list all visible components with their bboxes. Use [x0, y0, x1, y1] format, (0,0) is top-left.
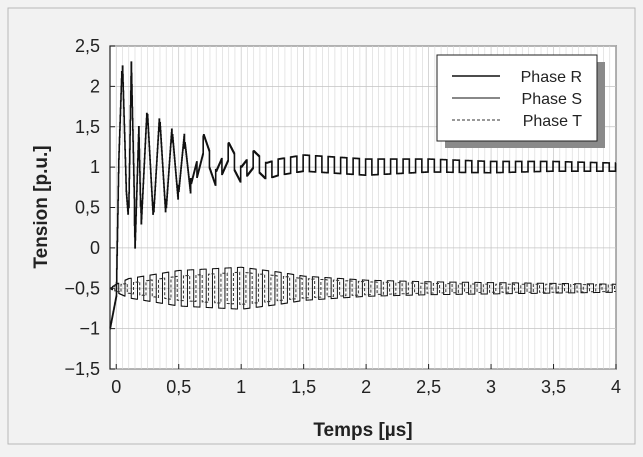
x-tick-label: 0: [111, 377, 121, 397]
series-line-phase-t: [109, 271, 616, 305]
y-tick-label: −0,5: [64, 278, 100, 298]
x-tick-label: 3,5: [541, 377, 566, 397]
y-axis-label: Tension [p.u.]: [31, 145, 52, 268]
y-tick-label: 1,5: [75, 117, 100, 137]
legend: Phase R Phase S Phase T: [436, 54, 605, 148]
legend-label: Phase S: [522, 91, 582, 108]
y-tick-label: 0: [90, 238, 100, 258]
y-tick-label: −1: [79, 319, 100, 339]
figure-frame: [7, 7, 636, 445]
y-tick-label: 2: [90, 76, 100, 96]
y-tick-label: 1: [90, 157, 100, 177]
y-tick-label: −1,5: [64, 359, 100, 379]
legend-label: Phase T: [523, 113, 583, 130]
x-tick-label: 0,5: [166, 377, 191, 397]
series-group: [109, 61, 617, 330]
series-line-phase-r: [109, 61, 617, 330]
x-tick-label: 2,5: [416, 377, 441, 397]
x-tick-label: 1: [236, 377, 246, 397]
y-tick-label: 2,5: [75, 36, 100, 56]
x-tick-label: 3: [486, 377, 496, 397]
y-tick-label: 0,5: [75, 198, 100, 218]
x-tick-label: 2: [361, 377, 371, 397]
x-axis-label: Temps [µs]: [313, 420, 412, 441]
x-tick-label: 4: [611, 377, 621, 397]
x-tick-label: 1,5: [291, 377, 316, 397]
series-line-phase-s: [109, 266, 616, 310]
legend-label: Phase R: [521, 69, 582, 86]
axes: 0 0,5 1 1,5 2 2,5 3 3,5 4 −1,5 −1 −0,5 0 0,5 1 1,5 2 2,5: [64, 36, 621, 397]
